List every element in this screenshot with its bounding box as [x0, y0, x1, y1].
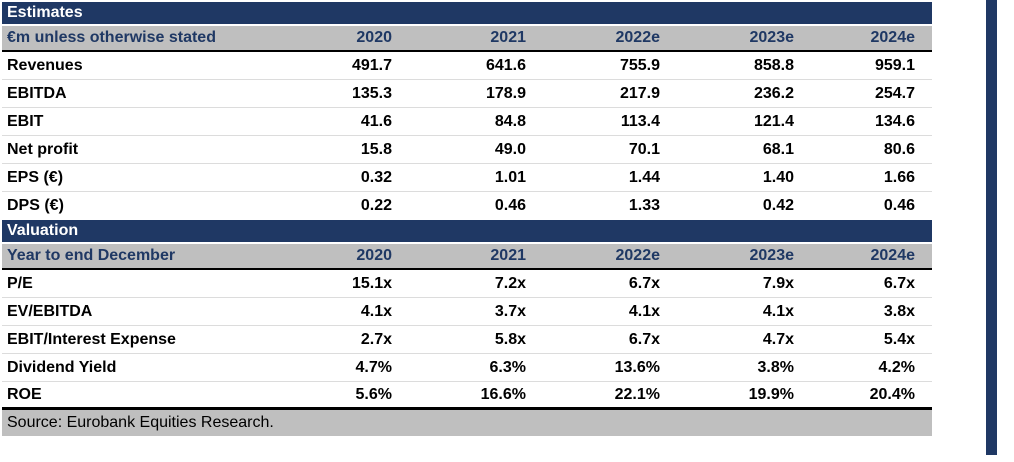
table-row-dividend-yield: Dividend Yield 4.7% 6.3% 13.6% 3.8% 4.2% — [2, 354, 932, 382]
column-header: Year to end December — [7, 247, 176, 264]
row-label: EBITDA — [7, 84, 67, 102]
source-note: Source: Eurobank Equities Research. — [2, 410, 932, 436]
financial-summary-table: Estimates €m unless otherwise stated 202… — [2, 2, 932, 436]
column-header: 2024e — [870, 29, 916, 46]
table-row-ebit-interest: EBIT/Interest Expense 2.7x 5.8x 6.7x 4.7… — [2, 326, 932, 354]
value-cell: 6.7x — [628, 330, 660, 348]
value-cell: 217.9 — [619, 84, 660, 102]
value-cell: 4.7x — [762, 330, 794, 348]
table-row-pe: P/E 15.1x 7.2x 6.7x 7.9x 6.7x — [2, 270, 932, 298]
value-cell: 49.0 — [494, 140, 526, 158]
value-cell: 41.6 — [360, 112, 392, 130]
row-label: Revenues — [7, 56, 83, 74]
value-cell: 5.8x — [494, 330, 526, 348]
value-cell: 113.4 — [620, 112, 660, 130]
table-row-revenues: Revenues 491.7 641.6 755.9 858.8 959.1 — [2, 52, 932, 80]
value-cell: 19.9% — [748, 385, 794, 403]
column-header: 2023e — [749, 247, 795, 264]
value-cell: 15.1x — [351, 274, 392, 292]
value-cell: 134.6 — [874, 112, 915, 130]
value-cell: 13.6% — [614, 358, 660, 376]
value-cell: 68.1 — [762, 140, 794, 158]
value-cell: 2.7x — [360, 330, 392, 348]
table-row-roe: ROE 5.6% 16.6% 22.1% 19.9% 20.4% — [2, 382, 932, 410]
row-label: ROE — [7, 385, 42, 403]
table-row-net-profit: Net profit 15.8 49.0 70.1 68.1 80.6 — [2, 136, 932, 164]
value-cell: 3.8x — [883, 302, 915, 320]
estimates-column-header-row: €m unless otherwise stated 2020 2021 202… — [2, 26, 932, 52]
value-cell: 80.6 — [883, 140, 915, 158]
value-cell: 4.1x — [360, 302, 392, 320]
value-cell: 1.33 — [628, 197, 660, 214]
value-cell: 7.9x — [762, 274, 794, 292]
value-cell: 3.8% — [757, 358, 794, 376]
value-cell: 641.6 — [485, 56, 526, 74]
column-header: 2020 — [356, 247, 392, 264]
value-cell: 22.1% — [614, 385, 660, 403]
value-cell: 755.9 — [619, 56, 660, 74]
value-cell: 178.9 — [485, 84, 526, 102]
row-label: EBIT — [7, 112, 44, 130]
column-header: 2024e — [870, 247, 916, 264]
table-row-ebit: EBIT 41.6 84.8 113.4 121.4 134.6 — [2, 108, 932, 136]
table-row-dps: DPS (€) 0.22 0.46 1.33 0.42 0.46 — [2, 192, 932, 220]
value-cell: 0.22 — [360, 197, 392, 214]
value-cell: 7.2x — [494, 274, 526, 292]
value-cell: 0.46 — [883, 197, 915, 214]
column-header: 2022e — [615, 247, 661, 264]
value-cell: 121.4 — [753, 112, 794, 130]
value-cell: 1.44 — [628, 168, 660, 186]
value-cell: 4.1x — [762, 302, 794, 320]
value-cell: 1.66 — [883, 168, 915, 186]
value-cell: 15.8 — [360, 140, 392, 158]
value-cell: 5.4x — [883, 330, 915, 348]
value-cell: 84.8 — [494, 112, 526, 130]
valuation-column-header-row: Year to end December 2020 2021 2022e 202… — [2, 244, 932, 270]
value-cell: 5.6% — [355, 385, 392, 403]
column-header: 2020 — [356, 29, 392, 46]
value-cell: 236.2 — [753, 84, 794, 102]
value-cell: 6.7x — [628, 274, 660, 292]
value-cell: 6.3% — [489, 358, 526, 376]
table-row-ebitda: EBITDA 135.3 178.9 217.9 236.2 254.7 — [2, 80, 932, 108]
section-header-estimates: Estimates — [2, 2, 932, 24]
section-header-valuation: Valuation — [2, 220, 932, 242]
value-cell: 0.46 — [494, 197, 526, 214]
row-label: DPS (€) — [7, 197, 64, 214]
column-header: 2021 — [490, 29, 526, 46]
value-cell: 4.2% — [878, 358, 915, 376]
column-header: 2021 — [490, 247, 526, 264]
table-row-ev-ebitda: EV/EBITDA 4.1x 3.7x 4.1x 4.1x 3.8x — [2, 298, 932, 326]
column-header: 2023e — [749, 29, 795, 46]
value-cell: 4.1x — [628, 302, 660, 320]
column-header: 2022e — [615, 29, 661, 46]
value-cell: 16.6% — [480, 385, 526, 403]
row-label: EBIT/Interest Expense — [7, 330, 176, 348]
value-cell: 1.01 — [494, 168, 526, 186]
row-label: P/E — [7, 274, 33, 292]
vertical-edge-rule — [986, 0, 997, 455]
value-cell: 6.7x — [883, 274, 915, 292]
value-cell: 135.3 — [351, 84, 392, 102]
row-label: Dividend Yield — [7, 358, 117, 376]
row-label: EPS (€) — [7, 168, 64, 186]
value-cell: 491.7 — [351, 56, 392, 74]
value-cell: 254.7 — [874, 84, 915, 102]
row-label: EV/EBITDA — [7, 302, 93, 320]
value-cell: 959.1 — [874, 56, 915, 74]
value-cell: 858.8 — [753, 56, 794, 74]
table-row-eps: EPS (€) 0.32 1.01 1.44 1.40 1.66 — [2, 164, 932, 192]
value-cell: 70.1 — [628, 140, 660, 158]
column-header: €m unless otherwise stated — [7, 29, 216, 46]
row-label: Net profit — [7, 140, 79, 158]
value-cell: 0.42 — [762, 197, 794, 214]
value-cell: 4.7% — [355, 358, 392, 376]
value-cell: 1.40 — [762, 168, 794, 186]
value-cell: 0.32 — [360, 168, 392, 186]
value-cell: 3.7x — [494, 302, 526, 320]
value-cell: 20.4% — [869, 385, 915, 403]
